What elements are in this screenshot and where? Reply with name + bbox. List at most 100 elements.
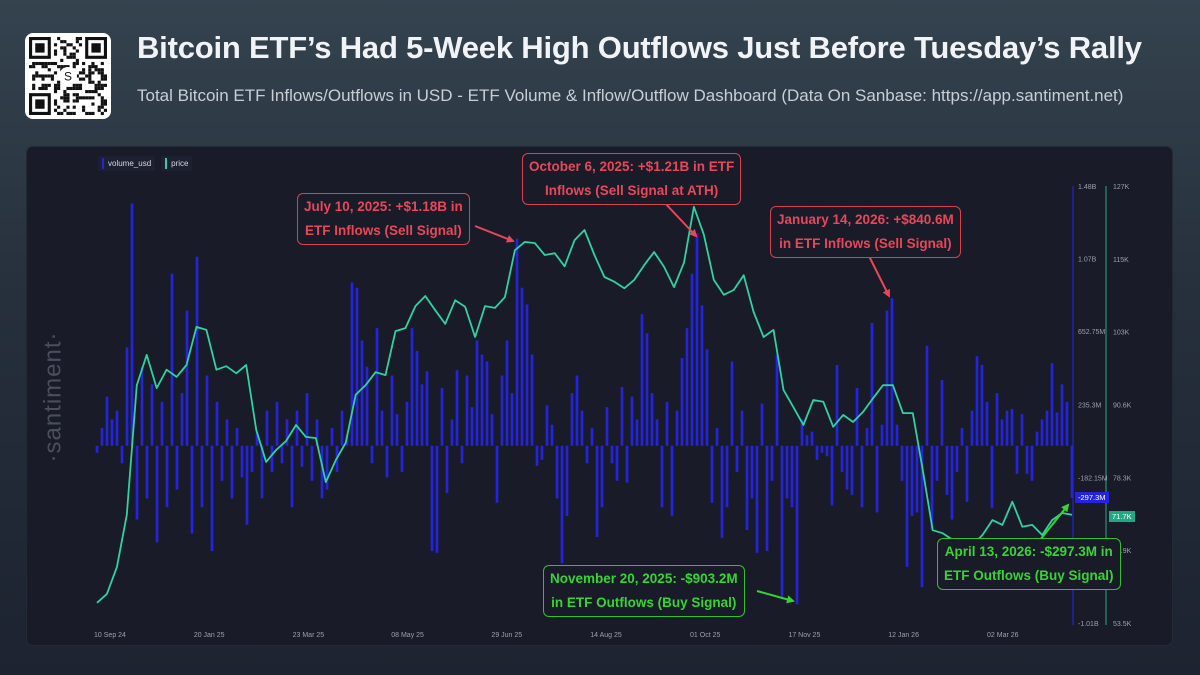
- volume-bar: [760, 403, 764, 446]
- qr-module: [88, 96, 92, 100]
- volume-bar: [1050, 363, 1054, 446]
- qr-module: [75, 61, 79, 66]
- volume-tick-label: 1.07B: [1078, 256, 1097, 263]
- volume-bar: [955, 445, 959, 473]
- qr-module: [35, 61, 39, 66]
- qr-module: [75, 58, 79, 62]
- volume-bar: [705, 349, 709, 446]
- volume-bar: [935, 445, 939, 481]
- price-tick-label: 90.6K: [1113, 403, 1132, 410]
- qr-module: [72, 61, 76, 66]
- qr-module: [66, 111, 70, 115]
- volume-bar: [795, 445, 799, 605]
- volume-bar: [745, 445, 749, 530]
- qr-finder: [35, 43, 45, 53]
- annotation-oct6: October 6, 2025: +$1.21B in ETF Inflows (…: [522, 153, 742, 205]
- volume-bar: [305, 393, 309, 446]
- volume-bar: [995, 393, 999, 446]
- volume-bar: [375, 328, 379, 446]
- qr-module: [53, 71, 58, 75]
- qr-module: [41, 74, 45, 78]
- volume-bar: [660, 445, 664, 508]
- volume-last-value-badge: -297.3M: [1075, 492, 1109, 503]
- qr-module: [75, 74, 79, 78]
- volume-bar: [950, 445, 954, 520]
- volume-bar: [575, 375, 579, 446]
- volume-bar: [625, 445, 629, 483]
- qr-module: [72, 46, 76, 50]
- qr-module: [103, 74, 107, 78]
- qr-module: [53, 49, 58, 53]
- volume-bar: [340, 410, 344, 446]
- price-tick-label: 65.9K: [1113, 548, 1132, 555]
- qr-module: [100, 61, 104, 66]
- volume-bar: [655, 419, 659, 446]
- volume-bar: [590, 428, 594, 446]
- annotation-jan14: January 14, 2026: +$840.6M in ETF Inflows…: [770, 206, 961, 258]
- qr-module: [75, 96, 79, 100]
- x-tick-label: 14 Aug 25: [590, 632, 622, 639]
- qr-module: [75, 40, 79, 44]
- qr-module: [100, 77, 104, 81]
- legend-item-volume[interactable]: volume_usd: [98, 156, 156, 171]
- qr-module: [100, 111, 104, 115]
- volume-bar: [455, 370, 459, 446]
- volume-bar: [810, 431, 814, 446]
- qr-module: [82, 105, 86, 109]
- page-subtitle: Total Bitcoin ETF Inflows/Outflows in US…: [137, 86, 1124, 105]
- volume-bar: [615, 445, 619, 481]
- qr-module: [50, 61, 54, 66]
- qr-module: [85, 111, 89, 115]
- volume-bar: [155, 445, 159, 543]
- legend-item-price[interactable]: price: [161, 156, 193, 171]
- legend-swatch-volume: [102, 158, 104, 169]
- volume-bar: [185, 310, 189, 446]
- qr-module: [91, 90, 95, 94]
- volume-bar: [755, 445, 759, 553]
- qr-module: [53, 99, 58, 103]
- qr-module: [57, 37, 61, 41]
- annotation-apr13: April 13, 2026: -$297.3M in ETF Outflows …: [937, 538, 1121, 590]
- volume-bar: [135, 445, 139, 520]
- volume-bar: [150, 384, 154, 446]
- volume-bar: [930, 445, 934, 530]
- volume-bar: [100, 428, 104, 446]
- volume-bar: [360, 340, 364, 446]
- volume-bar: [165, 445, 169, 508]
- qr-module: [100, 96, 104, 100]
- qr-module: [41, 83, 45, 87]
- volume-bar: [425, 371, 429, 446]
- volume-bar: [225, 419, 229, 446]
- annotation-line: April 13, 2026: -$297.3M in: [944, 544, 1113, 559]
- qr-module: [88, 74, 92, 78]
- volume-bar: [635, 419, 639, 446]
- qr-module: [78, 83, 83, 87]
- volume-bar: [255, 431, 259, 446]
- qr-module: [69, 86, 73, 91]
- volume-bar: [840, 445, 844, 473]
- qr-module: [100, 105, 104, 109]
- qr-module: [38, 86, 42, 91]
- qr-module: [88, 90, 92, 94]
- qr-module: [78, 77, 83, 81]
- volume-bar: [785, 445, 789, 499]
- volume-bar: [595, 445, 599, 538]
- annotation-arrow: [662, 200, 698, 238]
- qr-module: [50, 77, 54, 81]
- volume-bar: [710, 445, 714, 503]
- qr-module: [91, 102, 95, 106]
- qr-module: [66, 65, 70, 69]
- volume-bar: [430, 445, 434, 552]
- volume-bar: [280, 445, 284, 464]
- volume-bar: [290, 445, 294, 508]
- volume-tick-label: 1.48B: [1078, 184, 1097, 191]
- qr-finder: [91, 43, 101, 53]
- volume-bar: [715, 428, 719, 446]
- volume-bar: [95, 445, 99, 453]
- qr-module: [63, 52, 67, 56]
- chart-legend: volume_usd price: [98, 156, 193, 171]
- qr-module: [91, 65, 95, 69]
- volume-bar: [275, 401, 279, 446]
- volume-bar: [475, 340, 479, 446]
- qr-module: [53, 102, 58, 106]
